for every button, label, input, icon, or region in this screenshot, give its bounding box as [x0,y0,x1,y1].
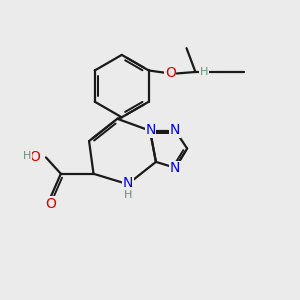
Text: N: N [123,176,134,190]
Text: N: N [146,123,156,137]
Text: H: H [23,151,32,161]
Text: H: H [124,190,133,200]
Text: N: N [170,123,181,137]
Text: H: H [200,67,208,77]
Text: N: N [170,161,181,176]
Text: O: O [30,150,40,164]
Text: O: O [45,197,56,211]
Text: O: O [165,67,176,80]
